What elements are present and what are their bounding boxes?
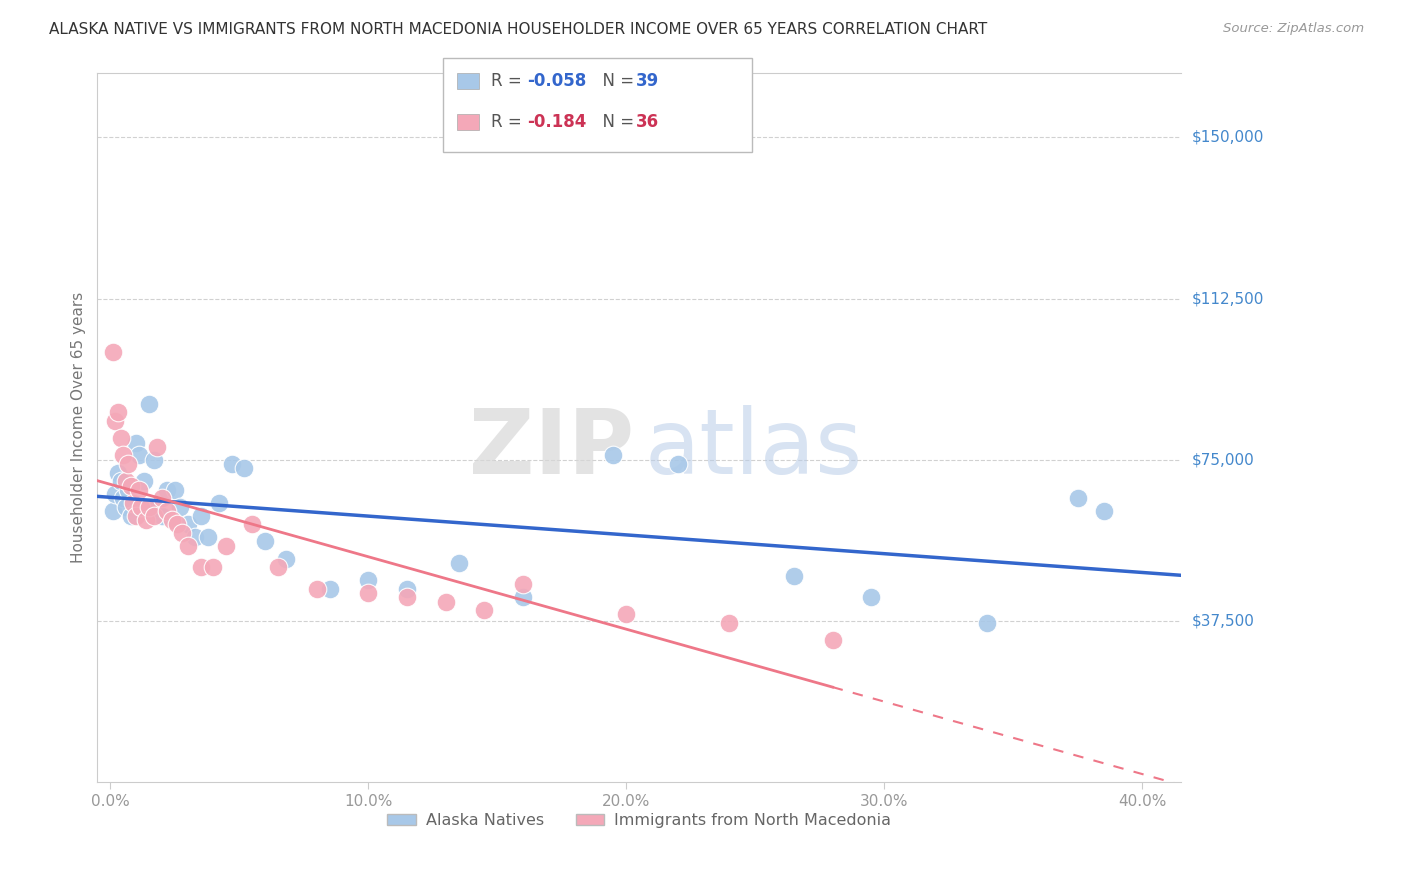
Point bbox=[128, 483, 150, 497]
Point bbox=[125, 435, 148, 450]
Point bbox=[207, 496, 229, 510]
Point bbox=[202, 560, 225, 574]
Point bbox=[1092, 504, 1115, 518]
Point bbox=[104, 487, 127, 501]
Point bbox=[783, 568, 806, 582]
Point bbox=[169, 500, 191, 514]
Point bbox=[274, 551, 297, 566]
Point bbox=[120, 508, 142, 523]
Point bbox=[129, 500, 152, 514]
Point bbox=[357, 586, 380, 600]
Point bbox=[145, 500, 167, 514]
Point bbox=[1067, 491, 1090, 506]
Point bbox=[190, 508, 212, 523]
Point bbox=[184, 530, 207, 544]
Point bbox=[107, 405, 129, 419]
Point bbox=[233, 461, 256, 475]
Text: 36: 36 bbox=[636, 113, 658, 131]
Point bbox=[240, 517, 263, 532]
Point bbox=[117, 483, 139, 497]
Point bbox=[112, 491, 135, 506]
Point bbox=[156, 504, 179, 518]
Text: N =: N = bbox=[592, 72, 640, 90]
Point bbox=[215, 539, 238, 553]
Point bbox=[160, 513, 183, 527]
Point bbox=[254, 534, 277, 549]
Point bbox=[107, 466, 129, 480]
Point bbox=[602, 449, 624, 463]
Point bbox=[176, 539, 198, 553]
Text: ALASKA NATIVE VS IMMIGRANTS FROM NORTH MACEDONIA HOUSEHOLDER INCOME OVER 65 YEAR: ALASKA NATIVE VS IMMIGRANTS FROM NORTH M… bbox=[49, 22, 987, 37]
Text: atlas: atlas bbox=[644, 405, 863, 492]
Text: $75,000: $75,000 bbox=[1192, 452, 1254, 467]
Point bbox=[150, 491, 173, 506]
Text: ZIP: ZIP bbox=[468, 405, 634, 492]
Point bbox=[434, 594, 457, 608]
Point bbox=[138, 397, 160, 411]
Point bbox=[666, 457, 689, 471]
Point bbox=[166, 517, 188, 532]
Text: $112,500: $112,500 bbox=[1192, 291, 1264, 306]
Point bbox=[128, 449, 150, 463]
Point bbox=[357, 573, 380, 587]
Point bbox=[176, 517, 198, 532]
Text: $150,000: $150,000 bbox=[1192, 130, 1264, 145]
Text: R =: R = bbox=[491, 113, 527, 131]
Text: -0.058: -0.058 bbox=[527, 72, 586, 90]
Point bbox=[860, 591, 883, 605]
Point bbox=[101, 345, 124, 359]
Legend: Alaska Natives, Immigrants from North Macedonia: Alaska Natives, Immigrants from North Ma… bbox=[381, 806, 897, 834]
Text: R =: R = bbox=[491, 72, 527, 90]
Point bbox=[101, 504, 124, 518]
Point bbox=[138, 500, 160, 514]
Point bbox=[143, 508, 166, 523]
Point bbox=[197, 530, 219, 544]
Point bbox=[156, 483, 179, 497]
Point bbox=[122, 496, 145, 510]
Point bbox=[512, 577, 534, 591]
Point bbox=[114, 500, 136, 514]
Point bbox=[125, 508, 148, 523]
Point bbox=[821, 633, 844, 648]
Point bbox=[190, 560, 212, 574]
Point bbox=[305, 582, 328, 596]
Point bbox=[267, 560, 290, 574]
Point bbox=[172, 525, 194, 540]
Point bbox=[110, 474, 132, 488]
Point bbox=[395, 582, 418, 596]
Point bbox=[117, 457, 139, 471]
Point bbox=[143, 452, 166, 467]
Point bbox=[221, 457, 243, 471]
Point bbox=[135, 513, 157, 527]
Point bbox=[318, 582, 340, 596]
Text: $37,500: $37,500 bbox=[1192, 614, 1256, 628]
Point bbox=[614, 607, 637, 622]
Y-axis label: Householder Income Over 65 years: Householder Income Over 65 years bbox=[72, 292, 86, 563]
Text: -0.184: -0.184 bbox=[527, 113, 586, 131]
Point bbox=[163, 483, 186, 497]
Point bbox=[512, 591, 534, 605]
Point bbox=[395, 591, 418, 605]
Point bbox=[976, 615, 998, 630]
Point bbox=[114, 474, 136, 488]
Point bbox=[112, 449, 135, 463]
Point bbox=[150, 508, 173, 523]
Text: Source: ZipAtlas.com: Source: ZipAtlas.com bbox=[1223, 22, 1364, 36]
Point bbox=[718, 615, 741, 630]
Point bbox=[447, 556, 470, 570]
Point bbox=[132, 474, 155, 488]
Point bbox=[110, 431, 132, 445]
Point bbox=[104, 414, 127, 428]
Point bbox=[120, 478, 142, 492]
Point bbox=[472, 603, 495, 617]
Text: 39: 39 bbox=[636, 72, 659, 90]
Text: N =: N = bbox=[592, 113, 640, 131]
Point bbox=[145, 440, 167, 454]
